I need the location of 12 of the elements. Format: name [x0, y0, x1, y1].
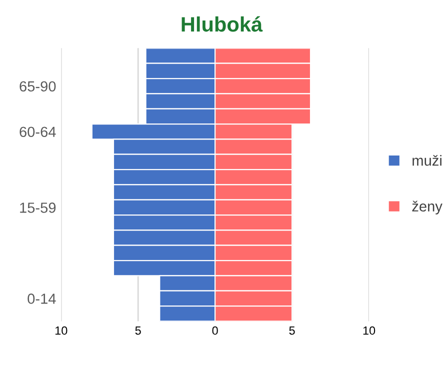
y-tick-label: 60-64: [20, 126, 56, 138]
x-tick-label: 10: [363, 326, 376, 335]
x-tick-label: 5: [135, 326, 141, 335]
x-tick-label: 10: [55, 326, 68, 335]
y-tick-label: 65-90: [20, 81, 56, 92]
legend-label: ženy: [412, 200, 442, 214]
x-tick-label: 5: [289, 326, 295, 335]
y-tick-label: 0-14: [28, 294, 56, 304]
chart-title: Hluboká: [182, 16, 263, 32]
y-tick-label: 15-59: [20, 202, 56, 213]
x-tick-label: 0: [212, 326, 218, 335]
legend-label: muži: [412, 155, 442, 166]
